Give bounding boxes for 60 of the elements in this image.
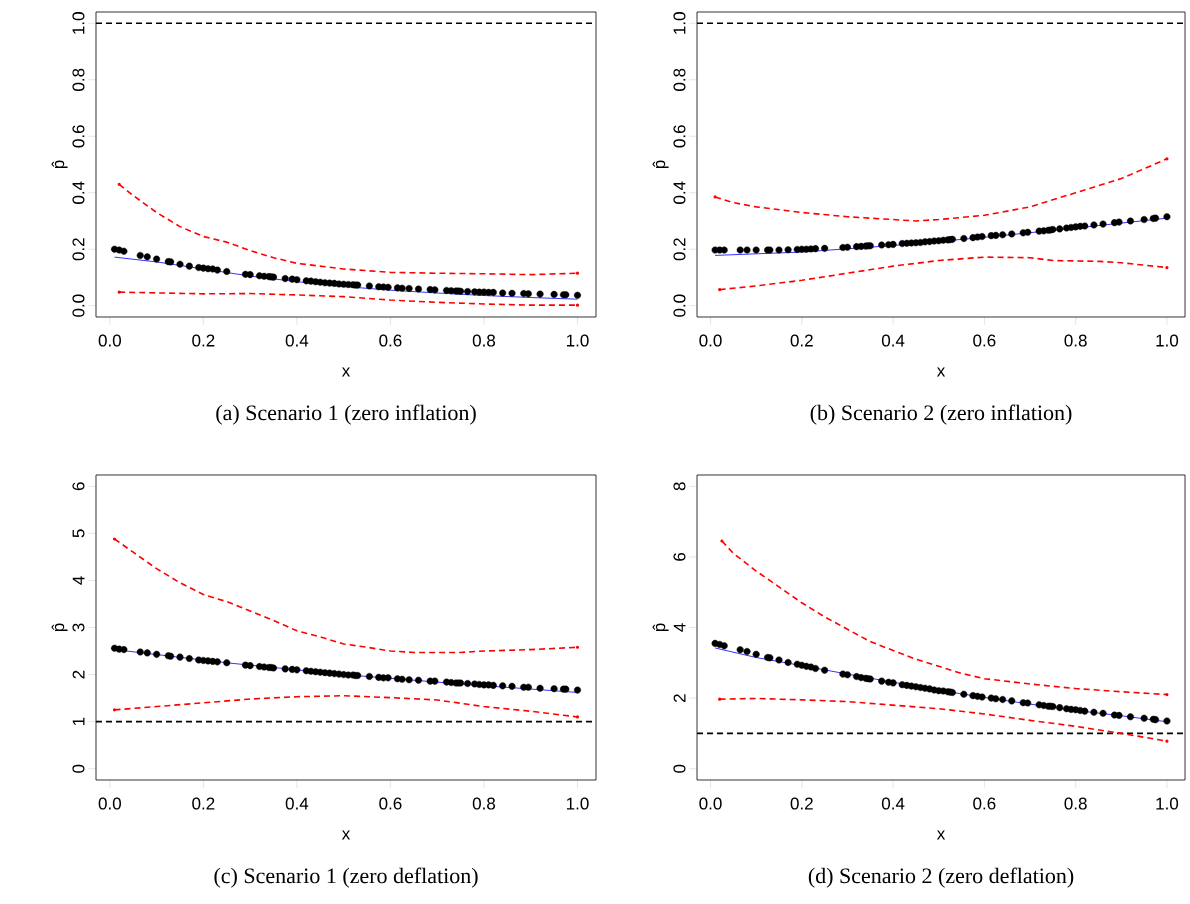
x-tick-label: 0.8	[1064, 334, 1087, 347]
x-tick-label: 0.8	[472, 334, 496, 347]
y-tick-label: 6	[72, 482, 85, 491]
y-tick-label: 0.6	[72, 125, 85, 148]
x-tick-label: 0.8	[472, 797, 496, 810]
x-tick-label: 0.6	[379, 797, 402, 810]
x-tick-label: 0.0	[98, 334, 121, 347]
text: (b) Scenario 2 (zero inflation)	[810, 404, 1072, 425]
x-tick-label: 0.4	[285, 797, 309, 810]
y-axis-title: p̂	[652, 623, 669, 632]
x-tick-label: 0.4	[881, 334, 905, 347]
y-tick-label: 0.8	[673, 68, 686, 91]
y-tick-label: 1.0	[673, 12, 686, 34]
x-tick-label: 1.0	[566, 797, 589, 810]
x-tick-label: 0.6	[973, 334, 996, 347]
text: (a) Scenario 1 (zero inflation)	[216, 404, 476, 425]
y-tick-label: 2	[72, 670, 85, 679]
y-tick-label: 0.8	[72, 68, 85, 91]
y-axis-title: p̂	[652, 160, 669, 169]
y-axis-title: p̂	[51, 160, 68, 169]
x-axis-title: x	[936, 830, 946, 840]
y-tick-label: 0.0	[72, 294, 85, 317]
y-tick-label: 0	[72, 764, 85, 773]
y-tick-label: 0.2	[72, 238, 85, 261]
x-axis-title: x	[341, 367, 351, 377]
y-tick-label: 3	[72, 623, 85, 632]
x-tick-label: 0.2	[790, 334, 813, 347]
y-tick-label: 0	[673, 764, 686, 773]
x-tick-label: 0.4	[881, 797, 905, 810]
y-tick-label: 6	[673, 552, 686, 561]
y-tick-label: 4	[72, 576, 85, 585]
y-tick-label: 2	[673, 694, 686, 702]
text: (c) Scenario 1 (zero deflation)	[214, 867, 478, 888]
y-tick-label: 5	[72, 529, 85, 538]
x-tick-label: 0.2	[790, 797, 813, 810]
x-tick-label: 0.6	[973, 797, 996, 810]
x-tick-label: 0.2	[192, 334, 215, 347]
y-tick-label: 0.2	[673, 238, 686, 261]
y-tick-label: 0.6	[673, 125, 686, 148]
y-tick-label: 0.4	[72, 181, 85, 204]
x-tick-label: 0.6	[379, 334, 402, 347]
y-tick-label: 8	[673, 482, 686, 491]
text: (d) Scenario 2 (zero deflation)	[808, 867, 1074, 888]
x-axis-title: x	[341, 830, 351, 840]
x-tick-label: 1.0	[566, 334, 589, 347]
x-tick-label: 0.4	[285, 334, 309, 347]
y-tick-label: 0.0	[673, 294, 686, 317]
x-tick-label: 0.2	[192, 797, 215, 810]
x-tick-label: 0.0	[699, 797, 722, 810]
x-tick-label: 1.0	[1156, 334, 1179, 347]
x-axis-title: x	[936, 367, 946, 377]
x-tick-label: 1.0	[1156, 797, 1179, 810]
y-tick-label: 0.4	[673, 181, 686, 204]
x-tick-label: 0.8	[1064, 797, 1087, 810]
y-tick-label: 4	[673, 623, 686, 632]
x-tick-label: 0.0	[699, 334, 722, 347]
x-tick-label: 0.0	[98, 797, 121, 810]
y-axis-title: p̂	[51, 623, 68, 632]
y-tick-label: 1.0	[72, 12, 85, 34]
y-tick-label: 1	[72, 717, 85, 726]
